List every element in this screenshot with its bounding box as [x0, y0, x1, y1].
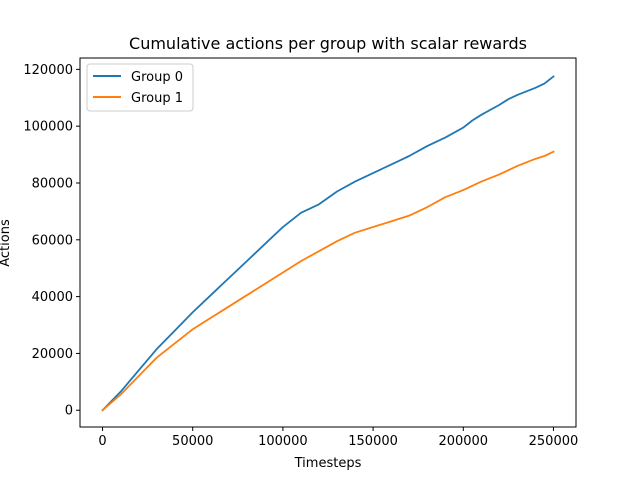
plot-frame: [79, 57, 577, 428]
y-tick-label: 60000: [32, 233, 73, 248]
series-line-group-1: [101, 150, 555, 412]
y-tick-label: 20000: [32, 347, 73, 362]
y-tick-label: 120000: [23, 63, 73, 78]
x-tick-label: 50000: [172, 434, 213, 449]
x-tick-label: 150000: [348, 434, 398, 449]
legend-label-group-0: Group 0: [131, 70, 183, 85]
x-tick-label: 0: [98, 434, 106, 449]
x-tick-label: 100000: [258, 434, 308, 449]
x-axis-title: Timesteps: [294, 456, 362, 471]
legend-label-group-1: Group 1: [131, 91, 183, 106]
plot-area: 0 50000 100000 150000 200000 250000 0 20000 4000…: [23, 57, 579, 449]
chart-title: Cumulative actions per group with scalar…: [129, 34, 527, 53]
x-tick-label: 250000: [529, 434, 579, 449]
x-tick-label: 200000: [438, 434, 488, 449]
legend: Group 0 Group 1: [86, 63, 194, 112]
series-line-group-0: [101, 75, 555, 412]
y-tick-label: 100000: [23, 120, 73, 135]
y-tick-label: 80000: [32, 176, 73, 191]
y-tick-label: 40000: [32, 290, 73, 305]
y-axis-title: Actions: [0, 219, 13, 267]
y-tick-label: 0: [65, 404, 73, 419]
